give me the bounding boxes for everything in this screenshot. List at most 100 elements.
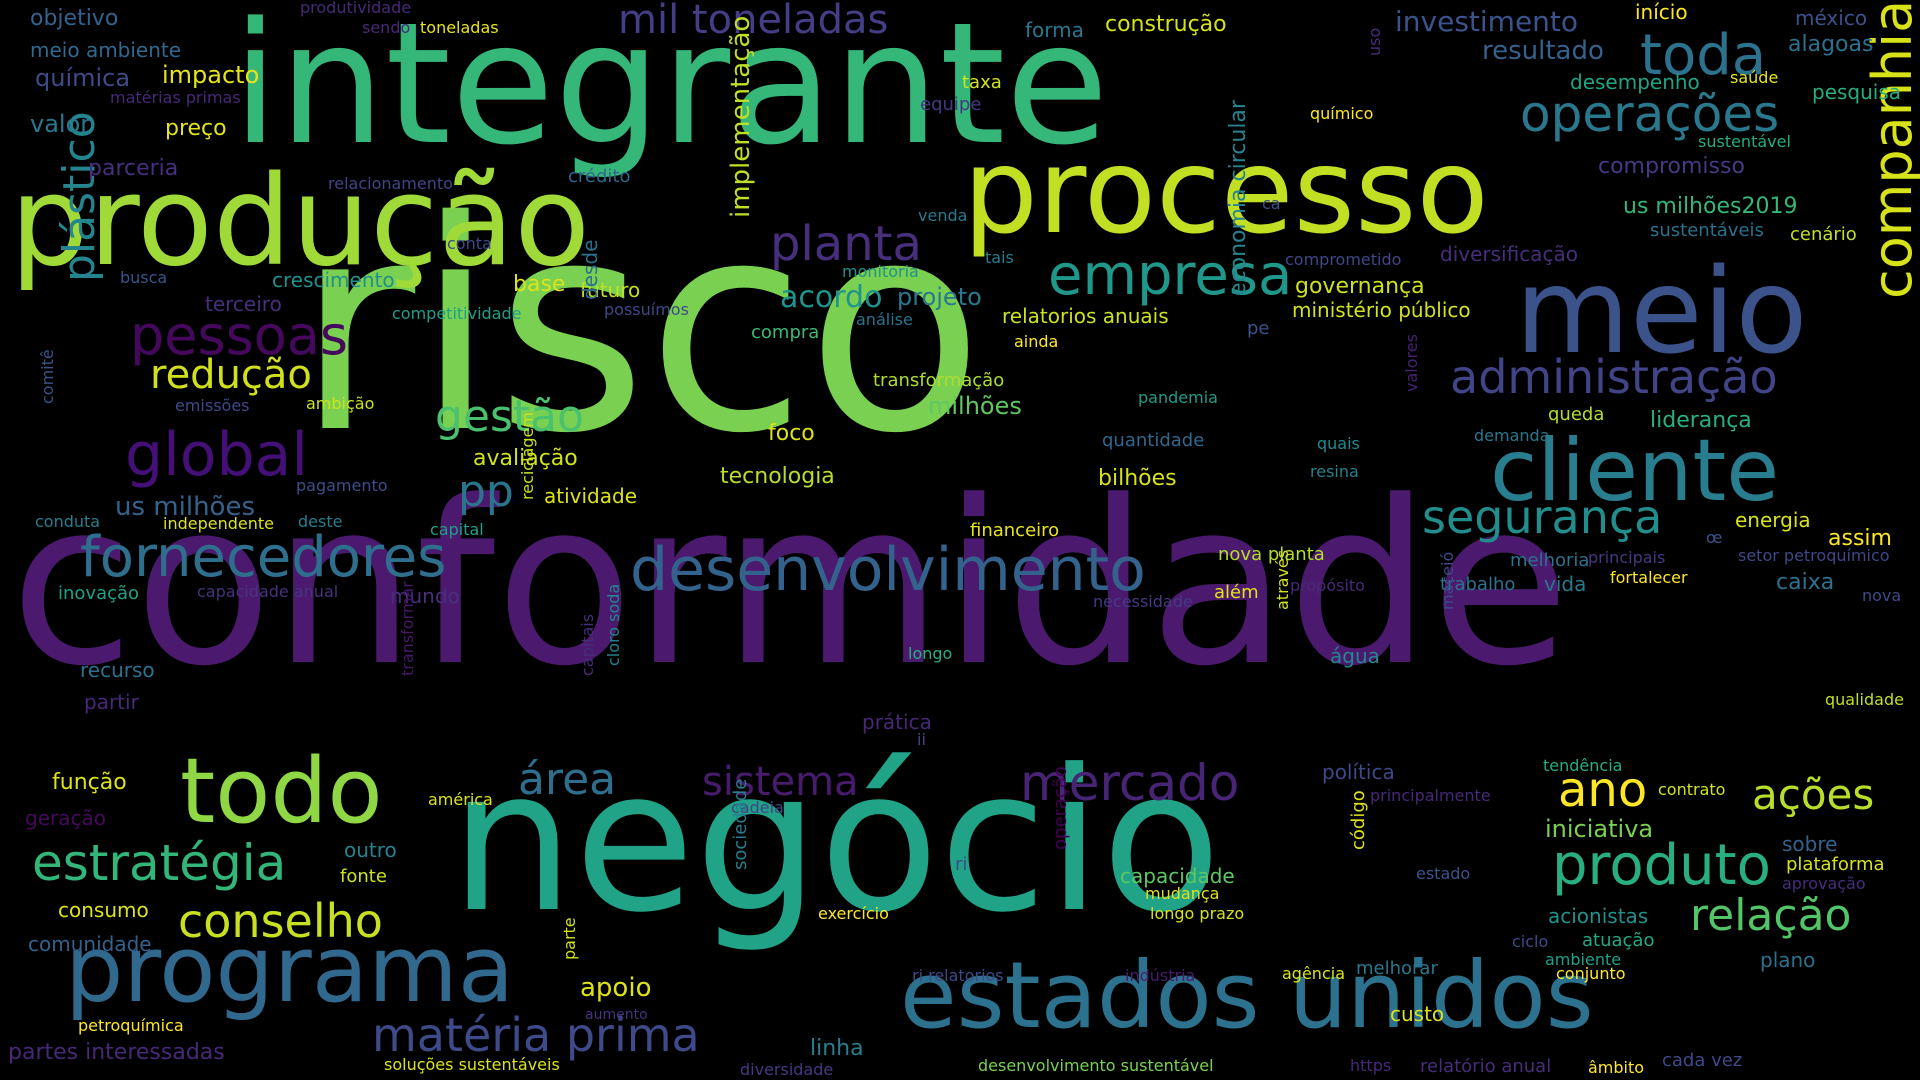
word-planta: planta [770, 216, 922, 272]
word-conta: conta [447, 234, 492, 253]
word-industria: indústria [1125, 966, 1196, 985]
word-inovacao: inovação [58, 583, 140, 604]
word-meio: meio [1515, 242, 1808, 380]
word-tais: tais [985, 248, 1014, 267]
word-quantidade: quantidade [1102, 430, 1205, 451]
word-mudanca: mudança [1145, 884, 1220, 903]
word-iniciativa: iniciativa [1545, 815, 1654, 843]
word-custo: custo [1390, 1002, 1445, 1026]
word-alem: além [1214, 582, 1259, 603]
word-compromisso: compromisso [1598, 154, 1745, 179]
word-crescimento: crescimento [272, 268, 395, 292]
word-america: américa [428, 790, 493, 809]
word-symbol: œ [1706, 528, 1723, 547]
word-meio-ambiente: meio ambiente [30, 38, 182, 62]
word-necessidade: necessidade [1093, 592, 1193, 611]
word-exercicio: exercício [818, 904, 889, 923]
word-contrato: contrato [1658, 780, 1726, 799]
word-acoes: ações [1752, 770, 1875, 819]
word-https: https [1350, 1056, 1392, 1075]
word-tecnologia: tecnologia [720, 464, 835, 489]
word-principais: principais [1588, 548, 1666, 567]
word-forma: forma [1025, 18, 1084, 42]
word-analise: análise [856, 310, 913, 329]
word-todo: todo [180, 739, 383, 844]
word-nova-planta: nova planta [1218, 544, 1325, 565]
word-materia-prima: matéria prima [372, 1008, 700, 1062]
word-toneladas: toneladas [420, 18, 499, 37]
word-proposito: propósito [1290, 576, 1365, 595]
word-assim: assim [1828, 526, 1892, 551]
word-relacao: relação [1690, 890, 1852, 941]
word-materias-primas: matérias primas [110, 88, 241, 107]
word-reciclagem: reciclagem [518, 412, 537, 500]
word-produto: produto [1552, 833, 1771, 898]
word-mundo: mundo [390, 584, 460, 608]
word-reducao: redução [150, 352, 312, 398]
word-ca: ca [1262, 194, 1281, 213]
word-desenvolvimento: desenvolvimento [630, 535, 1146, 605]
word-cenario: cenário [1790, 224, 1857, 245]
word-deste: deste [298, 512, 343, 531]
word-partir: partir [84, 690, 139, 714]
word-acordo: acordo [780, 280, 883, 315]
word-empresa: empresa [1048, 243, 1293, 308]
word-pp: pp [458, 466, 514, 517]
word-acionistas: acionistas [1548, 904, 1649, 928]
word-petroquimica: petroquímica [78, 1016, 184, 1035]
word-programa: programa [65, 916, 515, 1023]
word-sustentavel: sustentável [1698, 132, 1791, 151]
word-atividade: atividade [544, 484, 637, 508]
word-sendo: sendo [362, 18, 411, 37]
word-inicio: início [1635, 0, 1688, 24]
word-quais: quais [1317, 434, 1360, 453]
word-capitais: capitais [578, 613, 597, 676]
word-melhorar: melhorar [1356, 958, 1438, 979]
word-setor-petroquimico: setor petroquímico [1738, 546, 1890, 565]
word-sistema: sistema [702, 759, 859, 805]
word-financeiro: financeiro [970, 520, 1060, 541]
word-relatorios-anuais: relatorios anuais [1002, 304, 1169, 328]
word-pratica: prática [862, 710, 932, 734]
word-ri: ri [955, 854, 968, 875]
word-comunidade: comunidade [28, 932, 152, 956]
word-conduta: conduta [35, 512, 101, 531]
word-desde: desde [578, 239, 602, 300]
word-conselho: conselho [178, 894, 383, 948]
word-vida: vida [1544, 572, 1587, 596]
word-bilhoes: bilhões [1098, 466, 1177, 491]
word-pesquisa: pesquisa [1812, 80, 1902, 104]
word-estado: estado [1416, 864, 1471, 883]
word-tendencia: tendência [1543, 756, 1623, 775]
word-ano: ano [1558, 762, 1648, 818]
word-base: base [513, 272, 566, 297]
word-us-milhoes: us milhões [115, 492, 255, 522]
word-monitoria: monitoria [842, 262, 919, 281]
word-investimento: investimento [1395, 5, 1579, 38]
word-cloro-soda: cloro soda [604, 583, 623, 666]
word-implementacao: implementação [726, 15, 756, 218]
word-diversificacao: diversificação [1440, 242, 1578, 266]
word-principalmente: principalmente [1370, 786, 1491, 805]
word-companhia: companhia [1861, 0, 1920, 300]
word-construcao: construção [1105, 12, 1227, 37]
word-relatorio-anual: relatório anual [1420, 1056, 1552, 1077]
word-produtividade: produtividade [300, 0, 412, 17]
word-parceria: parceria [88, 156, 179, 181]
word-gestao: gestão [435, 391, 585, 442]
word-resina: resina [1310, 462, 1359, 481]
word-saude: saúde [1730, 68, 1779, 87]
word-sustentaveis: sustentáveis [1650, 220, 1764, 241]
word-avaliacao: avaliação [473, 446, 578, 471]
word-transformar: transformar [398, 581, 417, 676]
word-solucoes-sustentaveis: soluções sustentáveis [384, 1055, 560, 1074]
word-fornecedores: fornecedores [80, 525, 447, 590]
word-cadeia: cadeia [731, 798, 784, 817]
word-alagoas: alagoas [1788, 32, 1874, 57]
word-economia-circular: economia circular [1226, 100, 1251, 296]
word-pagamento: pagamento [296, 476, 388, 495]
word-demanda: demanda [1474, 426, 1550, 445]
word-caixa: caixa [1776, 570, 1835, 595]
word-projeto: projeto [897, 283, 982, 311]
word-transformacao: transformação [873, 370, 1005, 391]
